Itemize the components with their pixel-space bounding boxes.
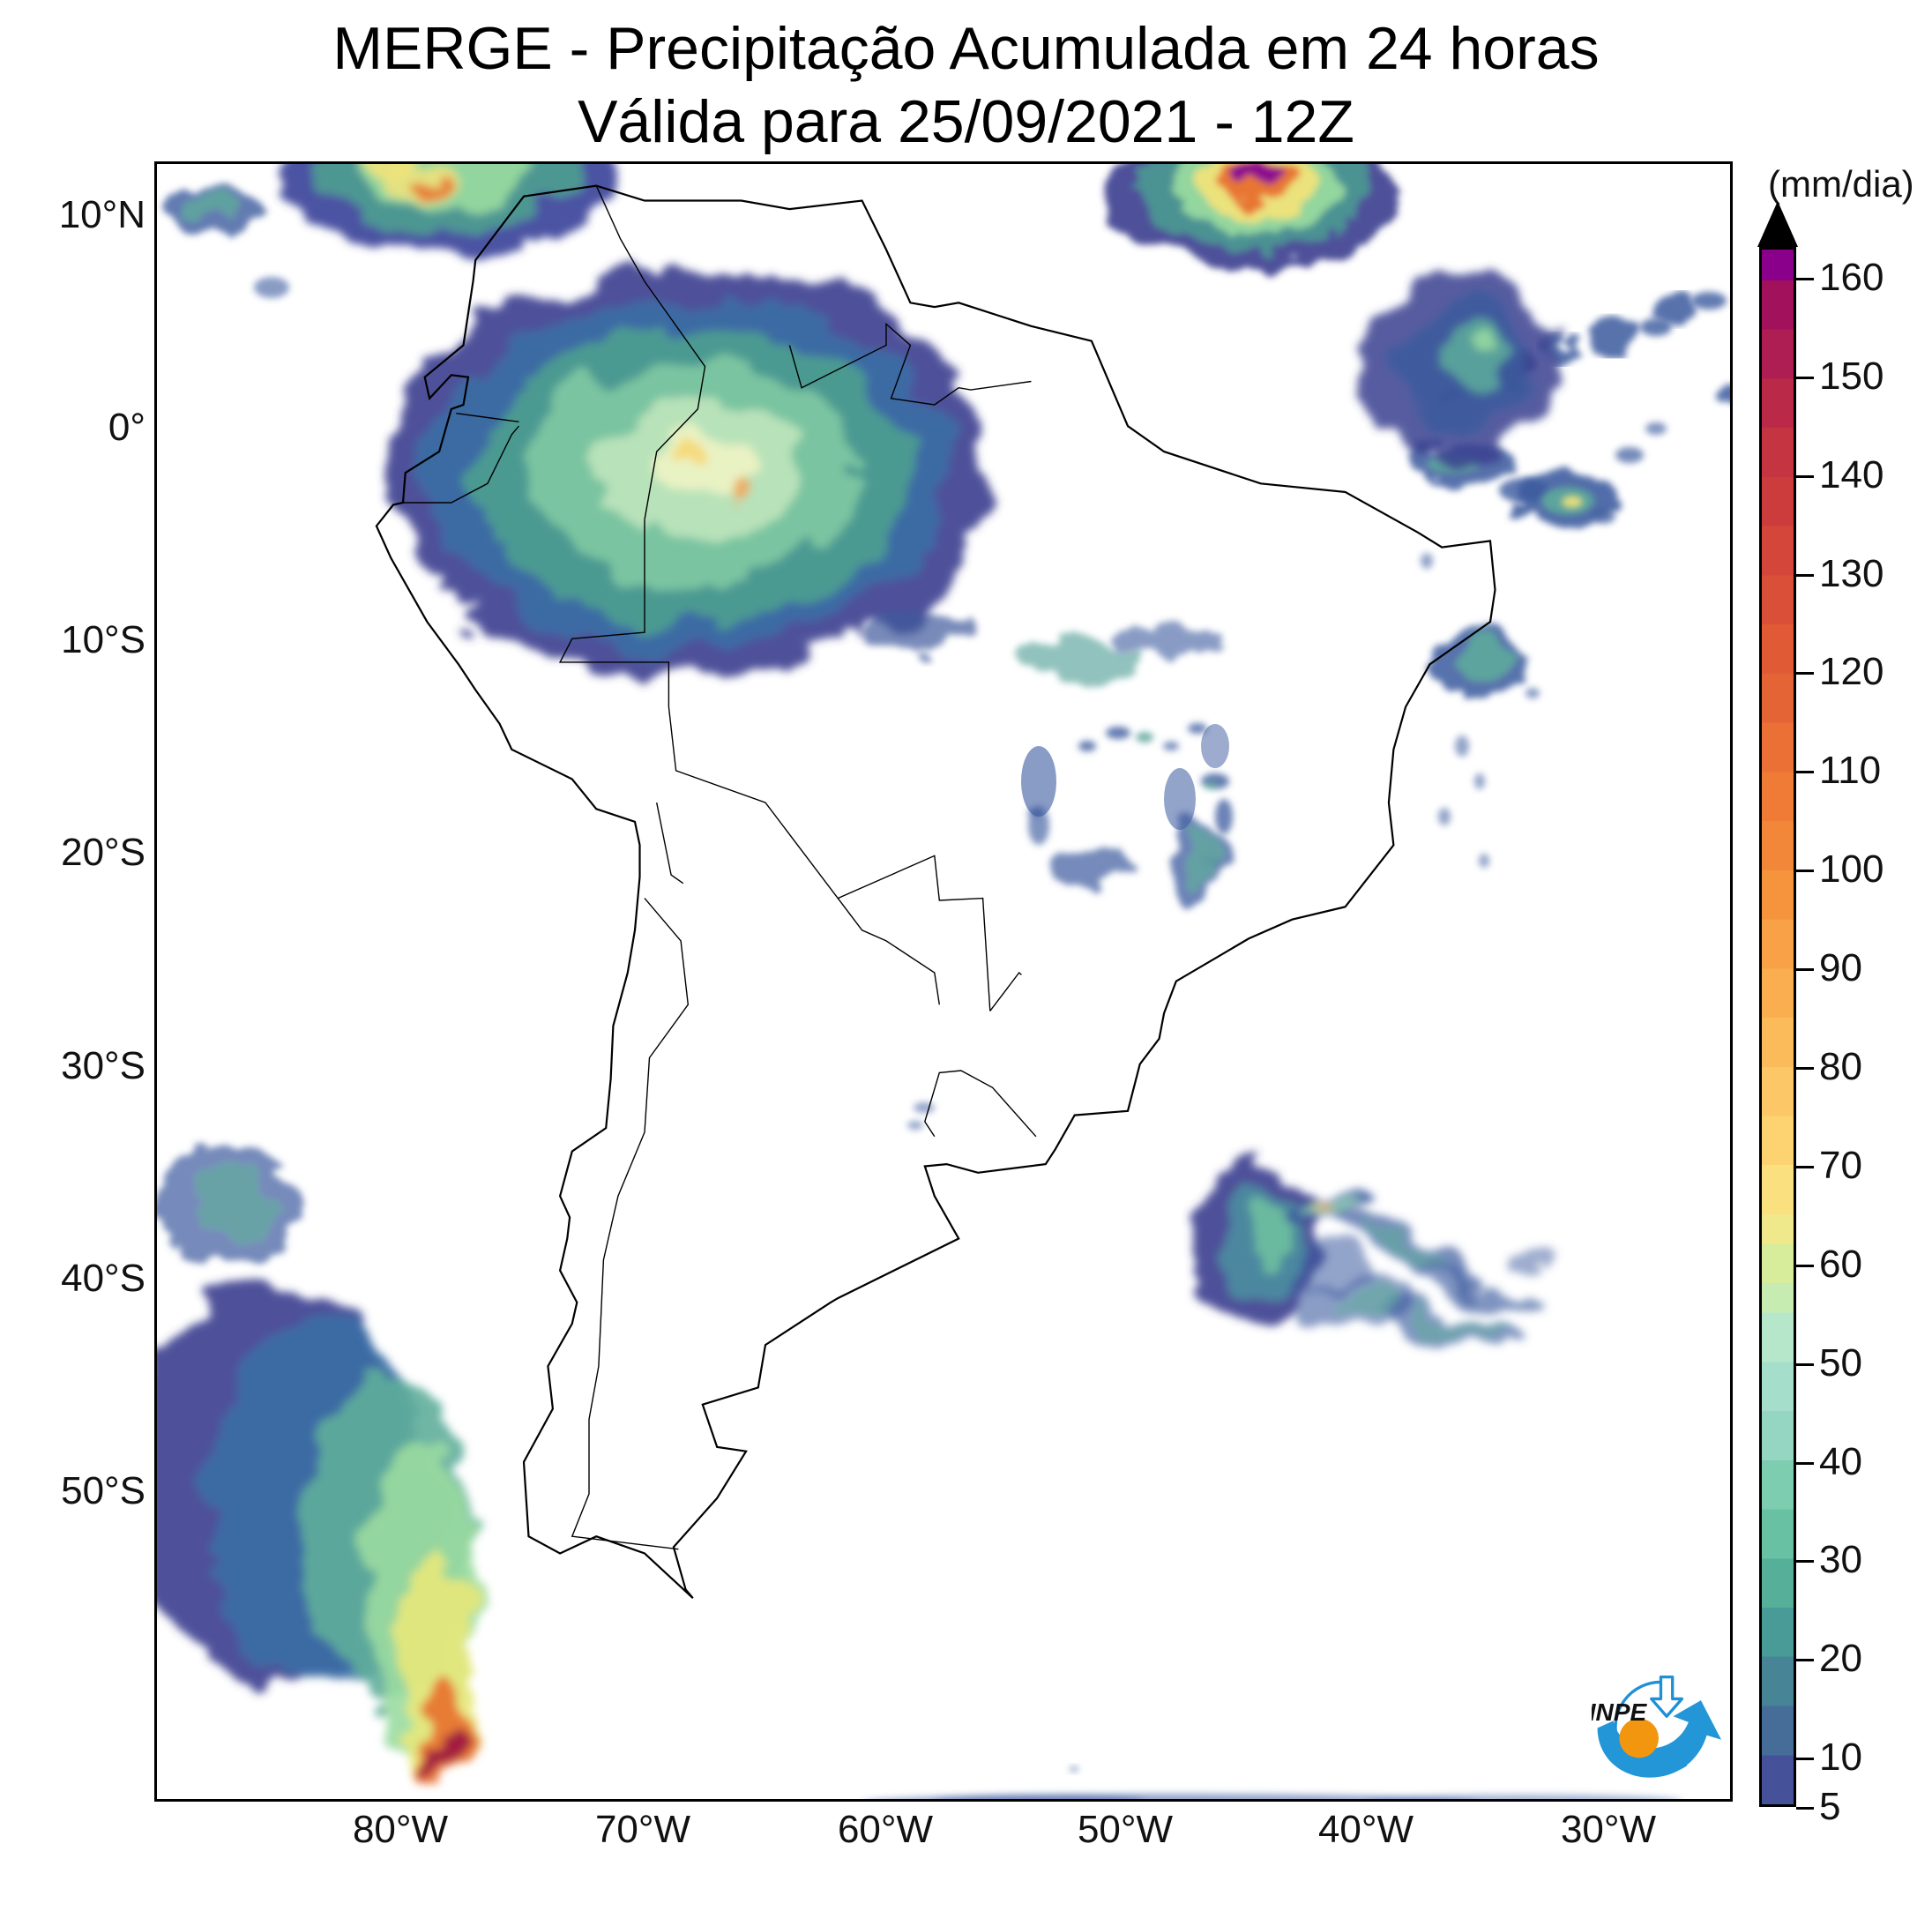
svg-text:INPE: INPE <box>1592 1698 1648 1726</box>
